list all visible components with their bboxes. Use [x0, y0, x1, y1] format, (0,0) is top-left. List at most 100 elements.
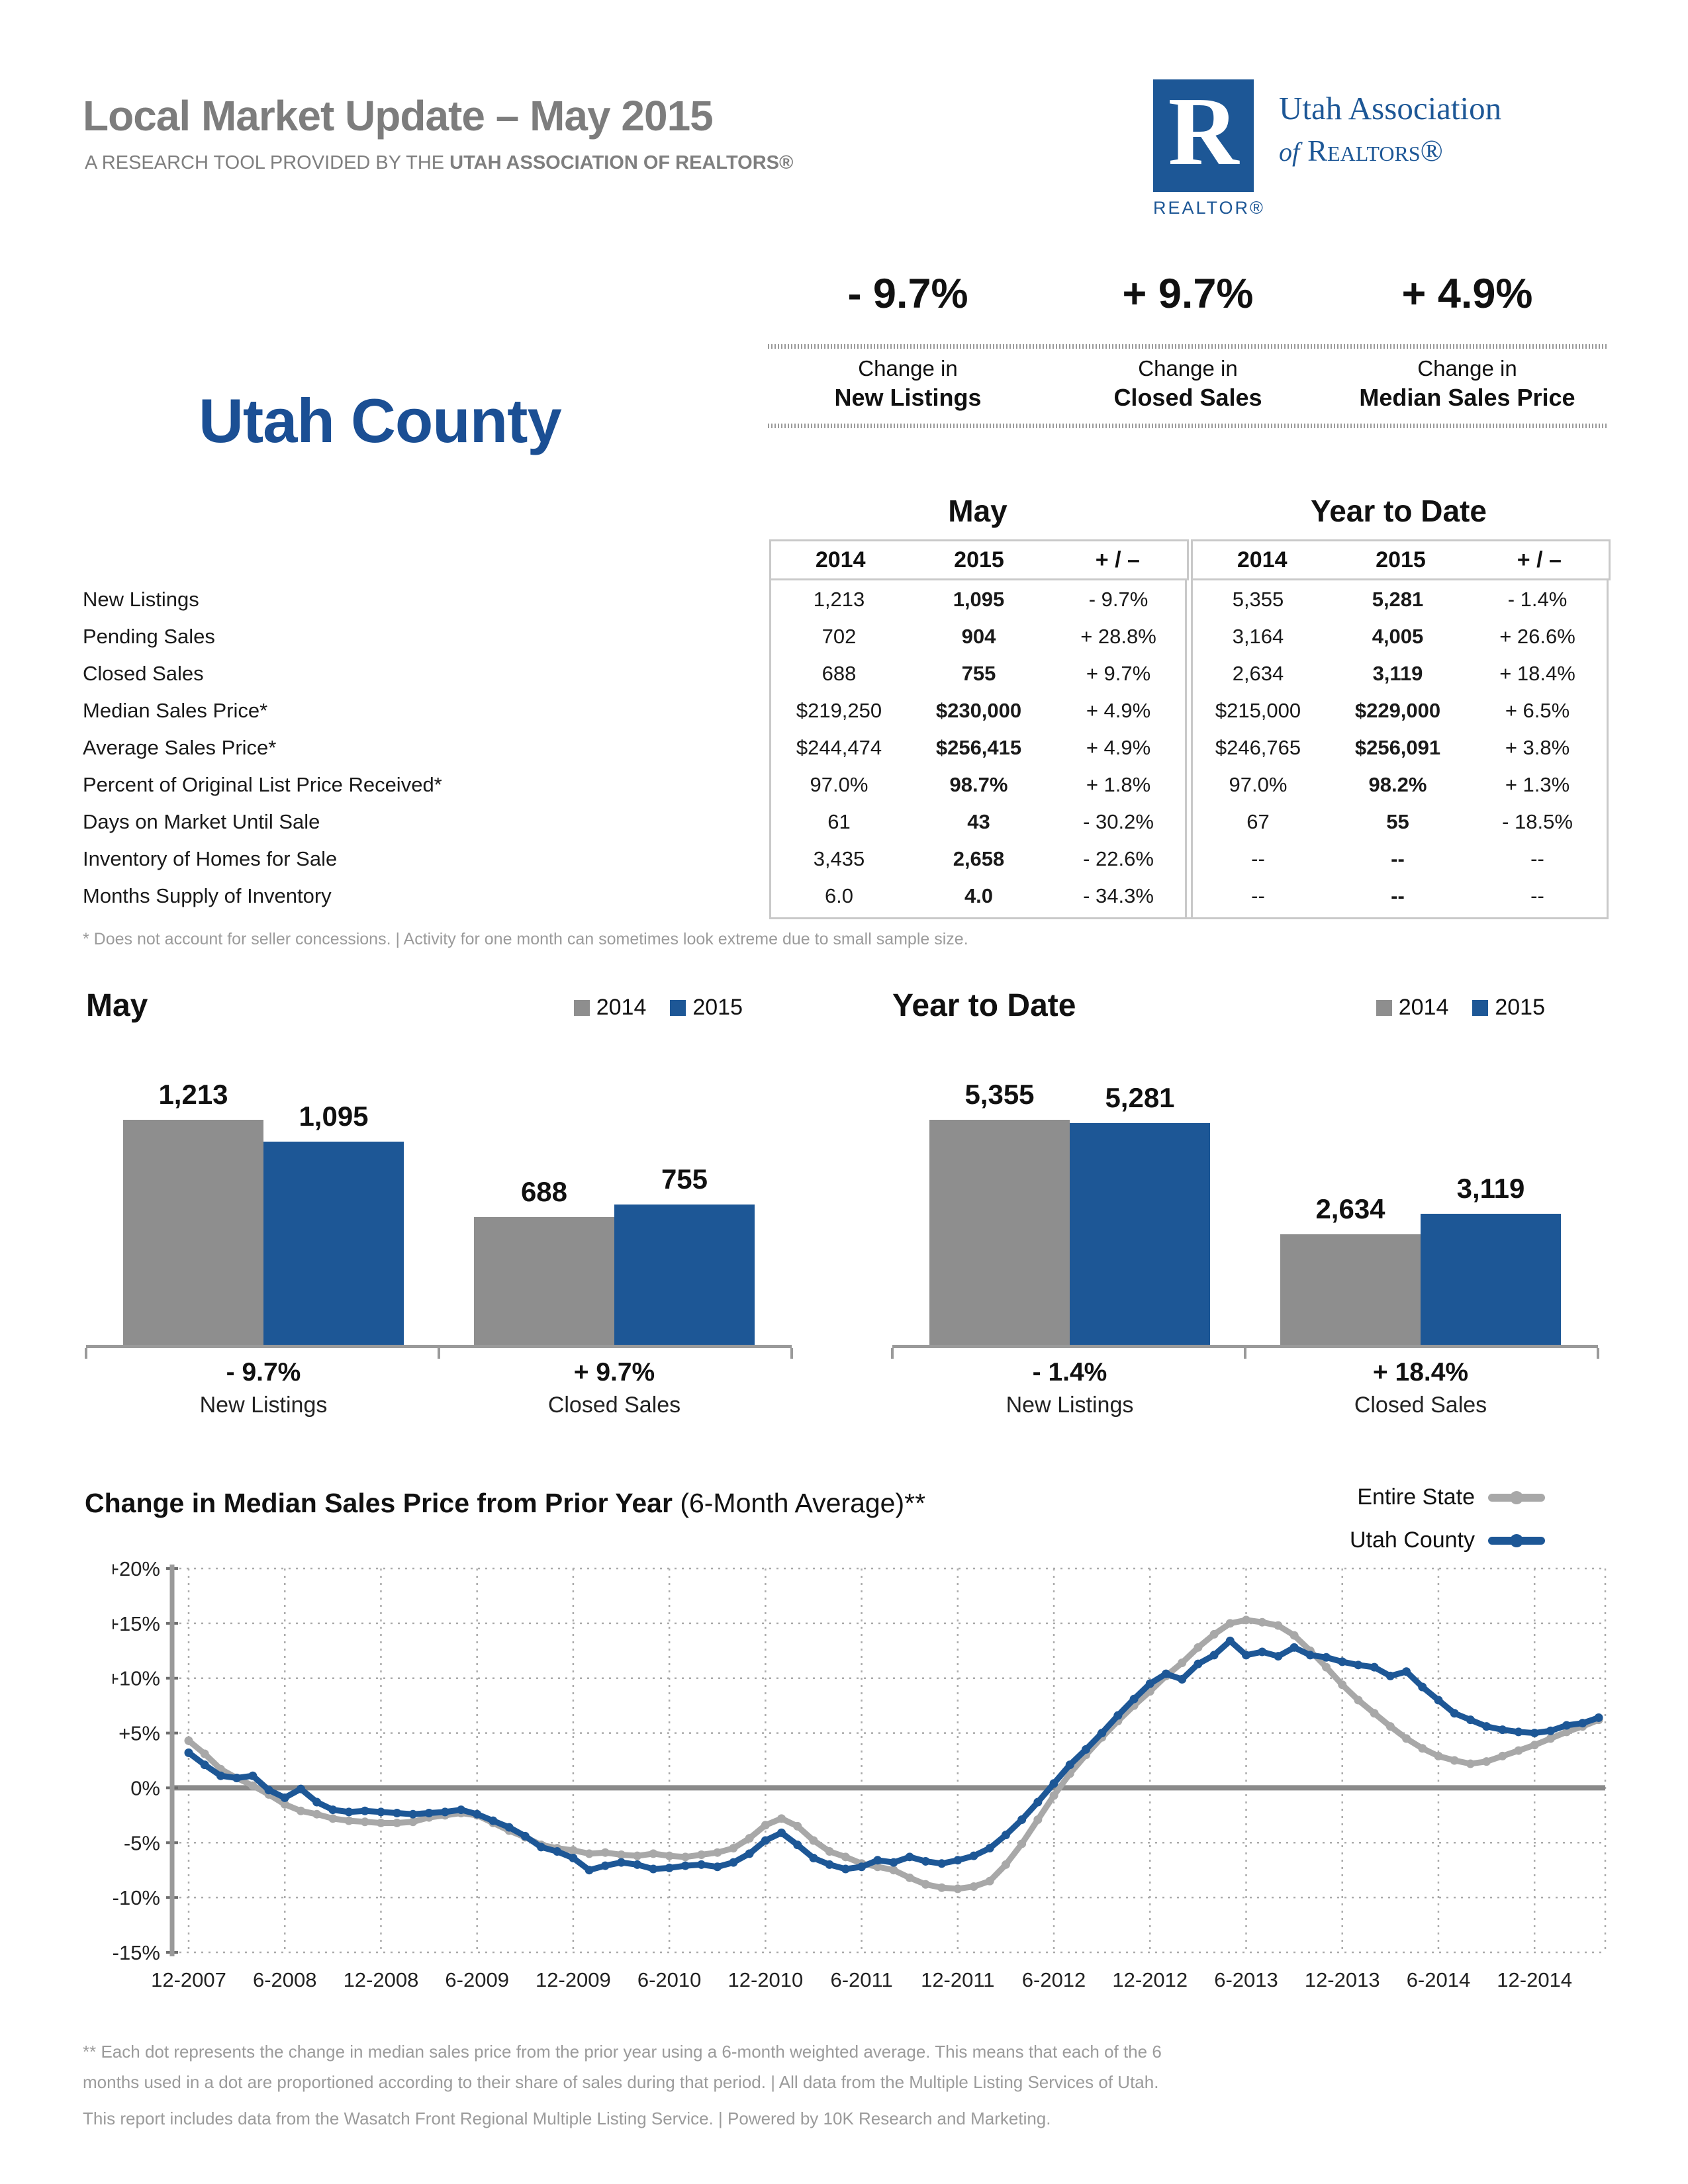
table-column-header: + / – — [1517, 547, 1562, 572]
stat-caption: Change in — [1138, 356, 1238, 381]
subtitle-prefix: A RESEARCH TOOL PROVIDED BY THE — [85, 152, 450, 173]
bar-value-label: 5,281 — [1105, 1082, 1175, 1113]
change-label: + 18.4% — [1372, 1358, 1469, 1387]
svg-text:-5%: -5% — [124, 1831, 160, 1854]
table-cell: 97.0% — [810, 773, 868, 796]
table-column-header: 2014 — [1237, 547, 1288, 572]
svg-text:6-2008: 6-2008 — [253, 1968, 317, 1991]
bar-chart-legend-may: 2014 2015 — [573, 995, 743, 1021]
axis-tick — [1244, 1348, 1246, 1359]
table-vline — [769, 580, 771, 919]
table-cell: + 4.9% — [1086, 736, 1151, 759]
table-cell: $229,000 — [1354, 699, 1441, 722]
table-cell: + 18.4% — [1499, 662, 1575, 685]
subtitle-org: UTAH ASSOCIATION OF REALTORS® — [449, 152, 794, 173]
svg-text:+15%: +15% — [113, 1612, 160, 1635]
line-chart-plot: +20% +15% +10% +5% 0% -5% -10% -15% 12-2007 6-200… — [107, 1549, 1609, 2015]
legend-swatch-gray — [573, 999, 590, 1016]
source-footnote: This report includes data from the Wasat… — [83, 2109, 1051, 2128]
table-vline — [1191, 580, 1193, 919]
bar-value-label: 2,634 — [1315, 1193, 1385, 1224]
table-cell: 43 — [967, 810, 990, 833]
table-cell: 3,435 — [813, 847, 865, 870]
legend-swatch-blue — [670, 999, 686, 1016]
utah-association-of-realtors-logo: R REALTOR® Utah Association of Realtors® — [1153, 63, 1610, 225]
gray-dot — [1510, 1490, 1523, 1504]
change-label: - 1.4% — [1032, 1358, 1107, 1387]
dotted-divider-top — [768, 344, 1607, 349]
table-group-header-ytd: Year to Date — [1311, 494, 1487, 528]
chart-footnote: ** Each dot represents the change in med… — [83, 2042, 1162, 2092]
realtor-r-icon: R — [1153, 79, 1254, 192]
realtor-wordmark: REALTOR® — [1153, 198, 1265, 218]
table-cell: $256,091 — [1354, 736, 1441, 759]
page-subtitle: A RESEARCH TOOL PROVIDED BY THE UTAH ASS… — [85, 152, 793, 174]
svg-text:12-2014: 12-2014 — [1497, 1968, 1572, 1991]
bar-plot-may: 1,213 1,095 688 755 — [85, 1079, 793, 1359]
table-row: Inventory of Homes for Sale 3,435 2,658 - 2… — [83, 841, 1607, 878]
table-cell: 5,281 — [1372, 588, 1424, 611]
table-cell: $219,250 — [796, 699, 882, 722]
bar-value-label: 3,119 — [1456, 1173, 1525, 1204]
table-row: Months Supply of Inventory 6.0 4.0 - 34.3% -… — [83, 878, 1607, 915]
table-cell: + 28.8% — [1080, 625, 1156, 648]
table-vline — [1185, 580, 1187, 919]
svg-text:12-2007: 12-2007 — [151, 1968, 226, 1991]
bar-chart-title-may: May — [86, 988, 148, 1023]
legend-item-2014: 2014 — [1376, 995, 1448, 1021]
table-cell: + 26.6% — [1499, 625, 1575, 648]
axis-tick — [891, 1348, 894, 1359]
svg-text:+5%: +5% — [118, 1722, 160, 1745]
axis-tick — [85, 1348, 87, 1359]
table-cell: 55 — [1386, 810, 1409, 833]
table-cell: 3,164 — [1232, 625, 1284, 648]
legend-label: Utah County — [1350, 1527, 1475, 1553]
category-label: New Listings — [199, 1392, 328, 1418]
svg-text:6-2011: 6-2011 — [830, 1968, 892, 1991]
stat-caption: Change in — [858, 356, 958, 381]
table-row-label: Months Supply of Inventory — [83, 884, 332, 907]
table-cell: - 9.7% — [1088, 588, 1149, 611]
table-row: New Listings 1,213 1,095 - 9.7% 5,355 5,281 - … — [83, 581, 1607, 618]
stat-new-listings: - 9.7% Change in New Listings — [768, 270, 1048, 411]
org-line2: of Realtors® — [1279, 134, 1501, 168]
bar-value-label: 5,355 — [964, 1079, 1035, 1110]
gray-line-symbol — [1488, 1490, 1545, 1504]
table-row: Pending Sales 702 904 + 28.8% 3,164 4,005 + 26… — [83, 618, 1607, 655]
svg-text:+20%: +20% — [113, 1557, 160, 1580]
axis-tick — [438, 1348, 440, 1359]
table-cell: 904 — [961, 625, 996, 648]
table-footnote: * Does not account for seller concession… — [83, 930, 968, 948]
table-cell: 97.0% — [1229, 773, 1288, 796]
legend-label: Entire State — [1357, 1484, 1475, 1510]
table-cell: -- — [1391, 847, 1405, 870]
svg-text:12-2012: 12-2012 — [1112, 1968, 1188, 1991]
table-cell: 2,658 — [953, 847, 1005, 870]
realtor-r-letter: R — [1168, 77, 1239, 186]
stat-metric: Closed Sales — [1113, 384, 1262, 411]
svg-text:0%: 0% — [130, 1776, 160, 1799]
table-cell: 688 — [821, 662, 857, 685]
legend-item-2015: 2015 — [1472, 995, 1545, 1021]
table-cell: 1,213 — [813, 588, 865, 611]
svg-text:12-2008: 12-2008 — [344, 1968, 419, 1991]
table-cell: + 6.5% — [1505, 699, 1570, 722]
table-cell: -- — [1530, 884, 1544, 907]
table-row-label: New Listings — [83, 588, 199, 611]
stat-metric: Median Sales Price — [1359, 384, 1575, 411]
blue-dot — [1510, 1533, 1523, 1547]
bar-2014-closed-sales — [1280, 1234, 1421, 1345]
region-title: Utah County — [199, 386, 562, 455]
table-row: Percent of Original List Price Received*… — [83, 766, 1607, 803]
bar-2015-closed-sales — [1421, 1214, 1561, 1345]
legend-swatch-blue — [1472, 999, 1489, 1016]
table-cell: $256,415 — [935, 736, 1022, 759]
table-row-label: Median Sales Price* — [83, 699, 268, 722]
legend-item-2015: 2015 — [670, 995, 743, 1021]
bar-2014-new-listings — [929, 1120, 1070, 1345]
category-label: Closed Sales — [1354, 1392, 1487, 1418]
table-cell: 3,119 — [1372, 662, 1423, 685]
table-cell: 5,355 — [1232, 588, 1284, 611]
table-row-label: Closed Sales — [83, 662, 204, 685]
table-row: Days on Market Until Sale 61 43 - 30.2% 67 55… — [83, 803, 1607, 841]
